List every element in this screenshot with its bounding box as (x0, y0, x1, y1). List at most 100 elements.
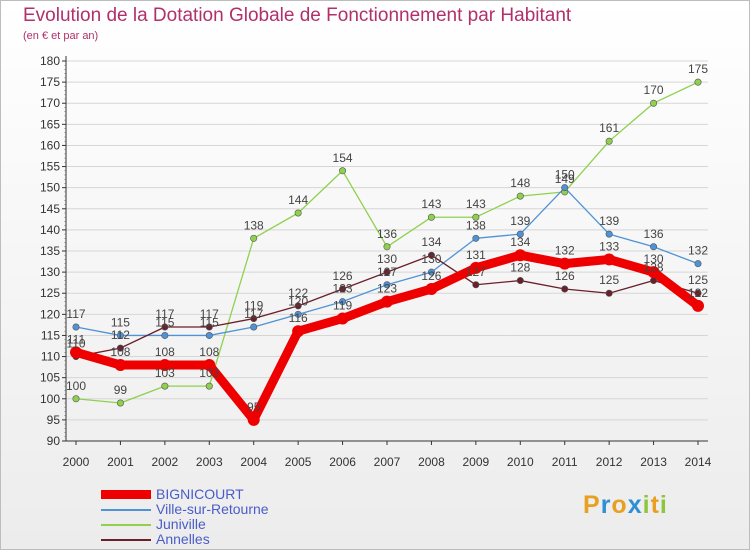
data-point (114, 359, 127, 371)
data-label: 128 (644, 261, 664, 275)
x-tick-label: 2013 (640, 455, 667, 469)
data-label: 175 (688, 62, 708, 76)
data-label: 138 (466, 218, 486, 232)
data-label: 128 (510, 261, 530, 275)
logo-letter: t (650, 491, 660, 519)
data-label: 117 (200, 307, 219, 321)
data-point (472, 213, 480, 221)
data-label: 134 (421, 235, 441, 249)
y-tick-label: 110 (41, 350, 60, 364)
x-tick-label: 2003 (196, 455, 223, 469)
data-point (425, 283, 438, 295)
data-label: 143 (466, 197, 486, 211)
data-label: 119 (333, 299, 352, 313)
data-label: 130 (421, 252, 441, 266)
data-label: 136 (644, 227, 664, 241)
data-point (339, 167, 347, 175)
data-label: 115 (155, 315, 174, 329)
data-label: 127 (377, 265, 397, 279)
data-label: 139 (599, 214, 619, 228)
data-point (381, 295, 393, 308)
data-point (383, 243, 391, 251)
data-label: 126 (333, 269, 353, 283)
data-point (383, 268, 391, 276)
data-label: 115 (111, 315, 130, 329)
chart-title: Evolution de la Dotation Globale de Fonc… (23, 5, 572, 26)
data-label: 117 (244, 307, 263, 321)
y-tick-label: 145 (40, 202, 60, 216)
data-label: 136 (377, 227, 397, 241)
logo-letter: o (611, 491, 628, 519)
data-label: 122 (688, 286, 708, 300)
data-point (694, 78, 702, 86)
x-tick-label: 2001 (107, 455, 134, 469)
data-point (339, 298, 347, 306)
data-point (339, 285, 347, 293)
data-label: 148 (510, 176, 530, 190)
data-point (605, 137, 613, 145)
logo-letter: i (659, 491, 668, 519)
data-label: 150 (555, 168, 575, 182)
legend-swatch (101, 538, 151, 541)
data-point (694, 260, 702, 268)
data-point (116, 344, 124, 352)
data-label: 131 (466, 248, 486, 262)
data-point (250, 323, 258, 331)
data-label: 120 (288, 294, 308, 308)
x-tick-label: 2000 (63, 455, 90, 469)
data-label: 116 (289, 311, 308, 325)
x-tick-label: 2010 (507, 455, 534, 469)
data-point (558, 257, 571, 270)
data-point (205, 382, 213, 390)
legend-label: Ville-sur-Retourne (156, 501, 269, 517)
data-point (694, 289, 702, 297)
data-label: 108 (199, 345, 219, 359)
data-label: 103 (155, 366, 175, 380)
data-point (514, 249, 527, 262)
data-label: 170 (644, 83, 664, 97)
data-point (650, 243, 658, 251)
data-label: 123 (377, 282, 397, 296)
legend-swatch (101, 523, 151, 526)
proxiti-logo: Proxiti (583, 491, 668, 520)
data-point (383, 281, 391, 289)
data-label: 95 (247, 400, 261, 414)
data-label: 139 (510, 214, 530, 228)
data-label: 132 (688, 244, 708, 258)
data-point (205, 331, 213, 339)
data-point (647, 266, 660, 279)
x-tick-label: 2005 (285, 455, 312, 469)
legend-label: Annelles (156, 531, 210, 547)
data-point (336, 312, 349, 325)
x-tick-label: 2009 (463, 455, 490, 469)
data-point (603, 253, 616, 266)
x-tick-label: 2004 (240, 455, 267, 469)
data-label: 112 (111, 328, 130, 342)
data-point (472, 281, 480, 289)
data-label: 103 (199, 366, 219, 380)
y-tick-label: 120 (40, 307, 60, 321)
data-point (561, 184, 569, 192)
logo-letter: x (627, 491, 643, 519)
data-point (516, 230, 524, 238)
data-label: 149 (555, 172, 575, 186)
data-label: 119 (244, 299, 263, 313)
data-point (294, 209, 302, 217)
x-tick-label: 2008 (418, 455, 445, 469)
data-point (516, 277, 524, 285)
data-label: 125 (688, 273, 708, 287)
data-label: 122 (288, 286, 308, 300)
y-tick-label: 100 (40, 392, 60, 406)
y-tick-label: 95 (47, 413, 61, 427)
data-label: 108 (155, 345, 175, 359)
data-point (116, 399, 124, 407)
data-point (605, 230, 613, 238)
y-tick-label: 160 (40, 138, 60, 152)
data-label: 130 (644, 252, 664, 266)
data-point (250, 315, 258, 323)
data-point (72, 323, 80, 331)
x-tick-label: 2006 (329, 455, 356, 469)
data-point (427, 213, 435, 221)
y-tick-label: 90 (47, 434, 61, 448)
data-label: 110 (66, 337, 85, 351)
